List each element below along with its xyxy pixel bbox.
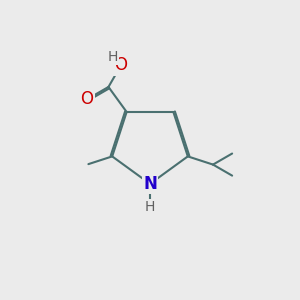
Text: H: H — [107, 50, 118, 64]
Text: H: H — [145, 200, 155, 214]
Text: O: O — [80, 91, 93, 109]
Text: O: O — [115, 56, 128, 74]
Text: N: N — [143, 175, 157, 193]
